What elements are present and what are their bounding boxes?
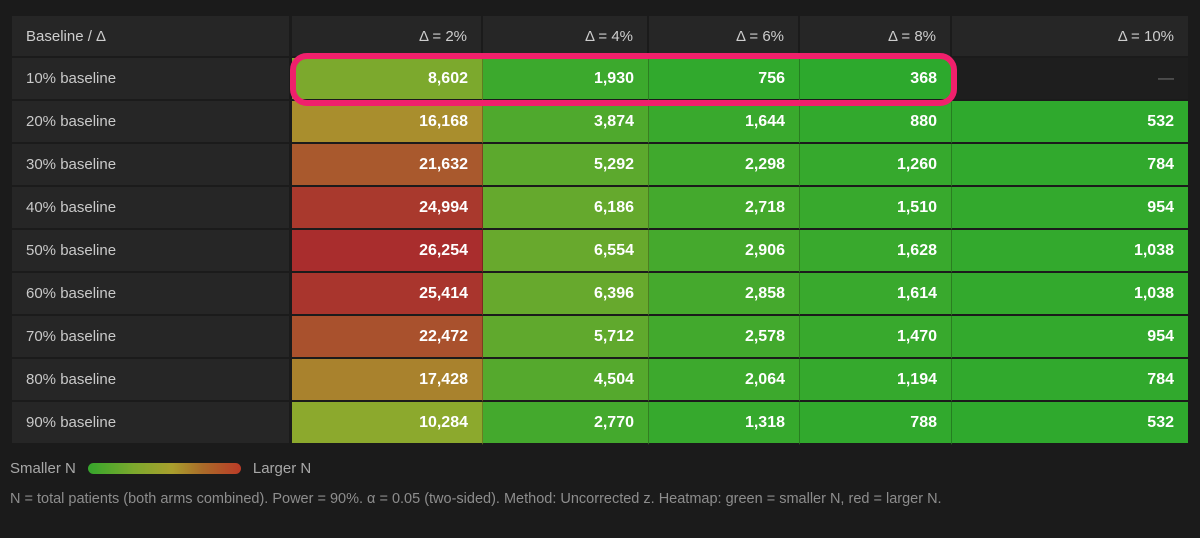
- col-header-4: Δ = 10%: [952, 16, 1188, 58]
- heatmap-cell[interactable]: 784: [952, 359, 1188, 402]
- col-header-2: Δ = 6%: [649, 16, 800, 58]
- table-row: 70% baseline 22,472 5,712 2,578 1,470 954: [12, 316, 1188, 359]
- table-row: 40% baseline 24,994 6,186 2,718 1,510 954: [12, 187, 1188, 230]
- heatmap-cell[interactable]: 2,906: [649, 230, 800, 273]
- heatmap-table-container: Baseline / Δ Δ = 2% Δ = 4% Δ = 6% Δ = 8% Δ =…: [12, 16, 1188, 445]
- heatmap-cell[interactable]: 8,602: [292, 58, 483, 101]
- heatmap-cell[interactable]: 5,292: [483, 144, 649, 187]
- row-label: 90% baseline: [12, 402, 292, 445]
- heatmap-cell[interactable]: 10,284: [292, 402, 483, 445]
- heatmap-cell[interactable]: 2,770: [483, 402, 649, 445]
- heatmap-cell[interactable]: 2,064: [649, 359, 800, 402]
- row-label: 80% baseline: [12, 359, 292, 402]
- heatmap-cell[interactable]: 1,628: [800, 230, 952, 273]
- heatmap-cell[interactable]: 532: [952, 402, 1188, 445]
- heatmap-cell[interactable]: 6,186: [483, 187, 649, 230]
- row-label: 50% baseline: [12, 230, 292, 273]
- heatmap-cell[interactable]: 5,712: [483, 316, 649, 359]
- heatmap-cell[interactable]: 26,254: [292, 230, 483, 273]
- heatmap-cell[interactable]: 1,260: [800, 144, 952, 187]
- heatmap-cell[interactable]: 880: [800, 101, 952, 144]
- heatmap-cell[interactable]: 1,318: [649, 402, 800, 445]
- heatmap-cell[interactable]: 1,038: [952, 230, 1188, 273]
- legend-smaller-label: Smaller N: [10, 460, 76, 477]
- heatmap-cell[interactable]: 22,472: [292, 316, 483, 359]
- row-label: 60% baseline: [12, 273, 292, 316]
- heatmap-cell[interactable]: 21,632: [292, 144, 483, 187]
- heatmap-cell[interactable]: 1,470: [800, 316, 952, 359]
- legend-gradient-bar: [87, 463, 241, 474]
- heatmap-cell[interactable]: 1,194: [800, 359, 952, 402]
- header-row: Baseline / Δ Δ = 2% Δ = 4% Δ = 6% Δ = 8% Δ =…: [12, 16, 1188, 58]
- heatmap-cell[interactable]: 3,874: [483, 101, 649, 144]
- heatmap-cell[interactable]: 2,578: [649, 316, 800, 359]
- heatmap-cell-empty: —: [952, 58, 1188, 101]
- sample-size-heatmap-table: Baseline / Δ Δ = 2% Δ = 4% Δ = 6% Δ = 8% Δ =…: [12, 16, 1188, 445]
- heatmap-cell[interactable]: 2,298: [649, 144, 800, 187]
- heatmap-cell[interactable]: 24,994: [292, 187, 483, 230]
- table-row: 90% baseline 10,284 2,770 1,318 788 532: [12, 402, 1188, 445]
- table-row: 50% baseline 26,254 6,554 2,906 1,628 1,038: [12, 230, 1188, 273]
- heatmap-cell[interactable]: 756: [649, 58, 800, 101]
- col-header-3: Δ = 8%: [800, 16, 952, 58]
- corner-header: Baseline / Δ: [12, 16, 292, 58]
- heatmap-cell[interactable]: 954: [952, 316, 1188, 359]
- heatmap-cell[interactable]: 1,038: [952, 273, 1188, 316]
- heatmap-cell[interactable]: 2,718: [649, 187, 800, 230]
- footnote: N = total patients (both arms combined).…: [10, 491, 942, 507]
- heatmap-cell[interactable]: 1,510: [800, 187, 952, 230]
- row-label: 30% baseline: [12, 144, 292, 187]
- col-header-1: Δ = 4%: [483, 16, 649, 58]
- table-row: 30% baseline 21,632 5,292 2,298 1,260 784: [12, 144, 1188, 187]
- row-label: 20% baseline: [12, 101, 292, 144]
- row-label: 70% baseline: [12, 316, 292, 359]
- heatmap-cell[interactable]: 25,414: [292, 273, 483, 316]
- heatmap-cell[interactable]: 1,614: [800, 273, 952, 316]
- table-row: 60% baseline 25,414 6,396 2,858 1,614 1,038: [12, 273, 1188, 316]
- heatmap-cell[interactable]: 4,504: [483, 359, 649, 402]
- legend-larger-label: Larger N: [252, 460, 312, 477]
- row-label: 40% baseline: [12, 187, 292, 230]
- heatmap-cell[interactable]: 1,930: [483, 58, 649, 101]
- heatmap-cell[interactable]: 2,858: [649, 273, 800, 316]
- table-row: 80% baseline 17,428 4,504 2,064 1,194 784: [12, 359, 1188, 402]
- row-label: 10% baseline: [12, 58, 292, 101]
- heatmap-cell[interactable]: 6,554: [483, 230, 649, 273]
- heatmap-cell[interactable]: 784: [952, 144, 1188, 187]
- table-row: 10% baseline 8,602 1,930 756 368—: [12, 58, 1188, 101]
- heatmap-cell[interactable]: 532: [952, 101, 1188, 144]
- heatmap-cell[interactable]: 788: [800, 402, 952, 445]
- heatmap-cell[interactable]: 1,644: [649, 101, 800, 144]
- heatmap-cell[interactable]: 16,168: [292, 101, 483, 144]
- heatmap-cell[interactable]: 368: [800, 58, 952, 101]
- heatmap-cell[interactable]: 6,396: [483, 273, 649, 316]
- col-header-0: Δ = 2%: [292, 16, 483, 58]
- legend: Smaller N Larger N: [10, 460, 1200, 477]
- heatmap-cell[interactable]: 17,428: [292, 359, 483, 402]
- table-row: 20% baseline 16,168 3,874 1,644 880 532: [12, 101, 1188, 144]
- heatmap-cell[interactable]: 954: [952, 187, 1188, 230]
